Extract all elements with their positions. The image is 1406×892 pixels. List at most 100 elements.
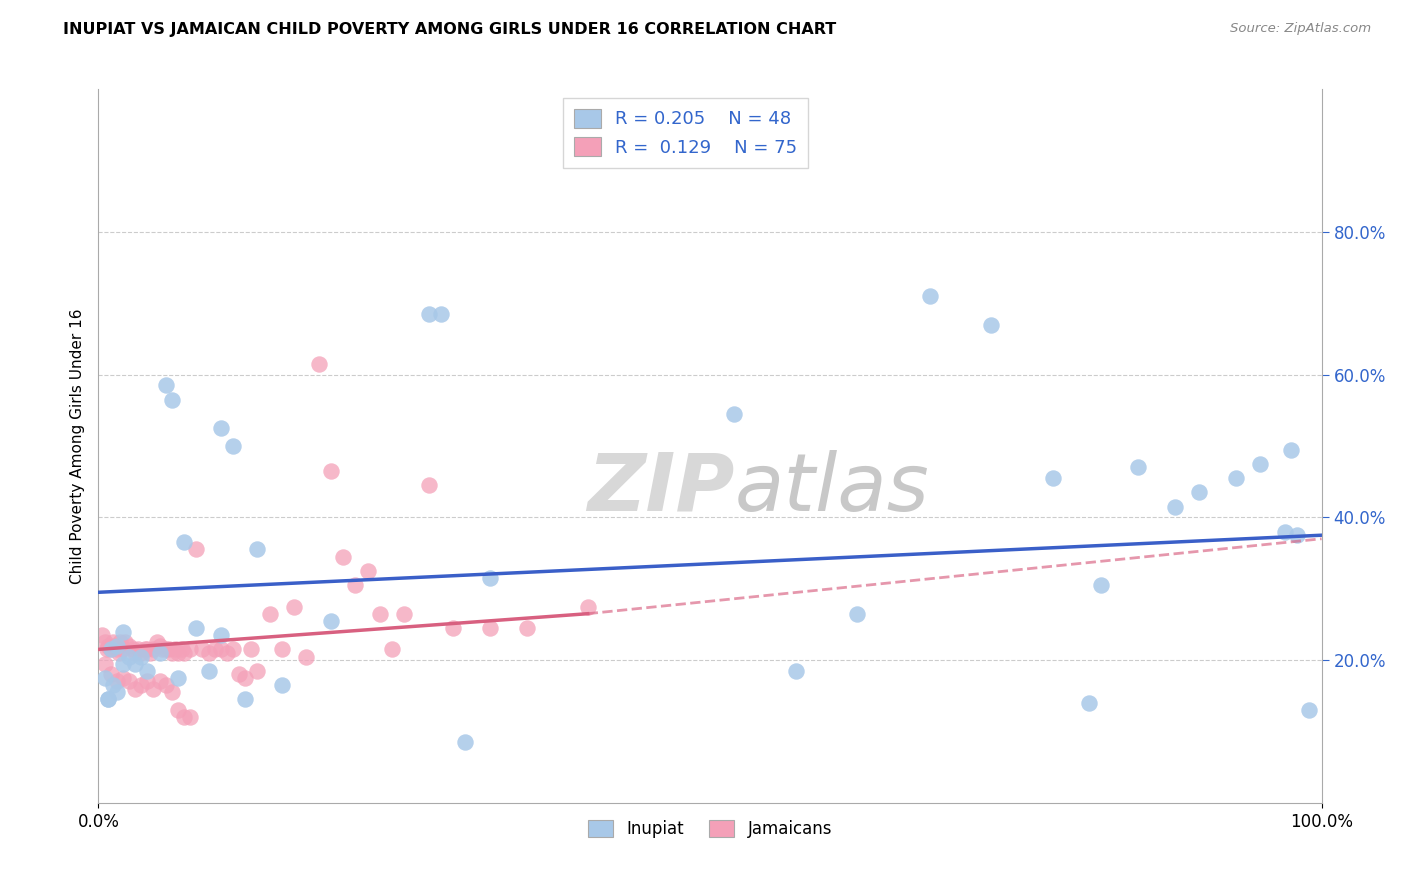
- Point: [124, 681, 146, 696]
- Point: [173, 535, 195, 549]
- Point: [980, 318, 1002, 332]
- Point: [222, 642, 245, 657]
- Point: [344, 578, 367, 592]
- Point: [209, 628, 232, 642]
- Point: [121, 642, 143, 657]
- Point: [136, 674, 159, 689]
- Point: [96, 642, 118, 657]
- Point: [142, 681, 165, 696]
- Point: [110, 635, 132, 649]
- Point: [167, 671, 190, 685]
- Point: [111, 657, 134, 671]
- Point: [167, 703, 190, 717]
- Point: [142, 642, 165, 657]
- Point: [186, 621, 208, 635]
- Point: [920, 289, 942, 303]
- Point: [139, 646, 162, 660]
- Point: [332, 549, 354, 564]
- Point: [240, 642, 263, 657]
- Point: [209, 421, 232, 435]
- Point: [160, 685, 183, 699]
- Point: [105, 674, 128, 689]
- Point: [191, 642, 214, 657]
- Point: [100, 642, 122, 657]
- Point: [167, 646, 190, 660]
- Point: [179, 642, 201, 657]
- Point: [576, 599, 599, 614]
- Point: [197, 664, 219, 678]
- Point: [146, 635, 169, 649]
- Point: [105, 642, 128, 657]
- Point: [124, 657, 146, 671]
- Point: [149, 646, 172, 660]
- Point: [127, 642, 149, 657]
- Point: [129, 678, 152, 692]
- Point: [1090, 578, 1112, 592]
- Point: [1164, 500, 1187, 514]
- Point: [283, 599, 305, 614]
- Point: [155, 642, 177, 657]
- Point: [101, 678, 124, 692]
- Point: [233, 671, 256, 685]
- Point: [1188, 485, 1211, 500]
- Point: [308, 357, 330, 371]
- Point: [1249, 457, 1271, 471]
- Point: [186, 542, 208, 557]
- Point: [105, 685, 128, 699]
- Point: [129, 646, 152, 660]
- Point: [114, 635, 136, 649]
- Point: [100, 667, 122, 681]
- Point: [111, 671, 134, 685]
- Point: [173, 646, 195, 660]
- Point: [270, 678, 294, 692]
- Point: [105, 639, 128, 653]
- Point: [101, 635, 124, 649]
- Point: [165, 642, 187, 657]
- Point: [319, 464, 342, 478]
- Point: [430, 307, 453, 321]
- Point: [233, 692, 256, 706]
- Point: [111, 642, 134, 657]
- Point: [103, 639, 125, 653]
- Point: [418, 478, 440, 492]
- Point: [1042, 471, 1064, 485]
- Point: [381, 642, 404, 657]
- Point: [170, 642, 193, 657]
- Point: [478, 621, 501, 635]
- Y-axis label: Child Poverty Among Girls Under 16: Child Poverty Among Girls Under 16: [69, 309, 84, 583]
- Point: [173, 710, 195, 724]
- Point: [93, 657, 115, 671]
- Point: [368, 607, 391, 621]
- Point: [100, 642, 122, 657]
- Point: [845, 607, 868, 621]
- Point: [785, 664, 807, 678]
- Point: [179, 710, 201, 724]
- Point: [723, 407, 745, 421]
- Point: [222, 439, 245, 453]
- Point: [259, 607, 281, 621]
- Point: [246, 664, 269, 678]
- Point: [93, 635, 115, 649]
- Point: [111, 624, 134, 639]
- Legend: Inupiat, Jamaicans: Inupiat, Jamaicans: [582, 813, 838, 845]
- Point: [157, 642, 180, 657]
- Point: [97, 639, 120, 653]
- Point: [1078, 696, 1101, 710]
- Point: [149, 674, 172, 689]
- Point: [160, 646, 183, 660]
- Point: [160, 392, 183, 407]
- Point: [91, 628, 114, 642]
- Point: [319, 614, 342, 628]
- Point: [136, 642, 159, 657]
- Point: [478, 571, 501, 585]
- Point: [515, 621, 537, 635]
- Point: [270, 642, 294, 657]
- Point: [209, 642, 232, 657]
- Point: [108, 646, 131, 660]
- Point: [118, 639, 141, 653]
- Point: [1286, 528, 1309, 542]
- Text: Source: ZipAtlas.com: Source: ZipAtlas.com: [1230, 22, 1371, 36]
- Point: [155, 678, 177, 692]
- Point: [118, 674, 141, 689]
- Point: [228, 667, 250, 681]
